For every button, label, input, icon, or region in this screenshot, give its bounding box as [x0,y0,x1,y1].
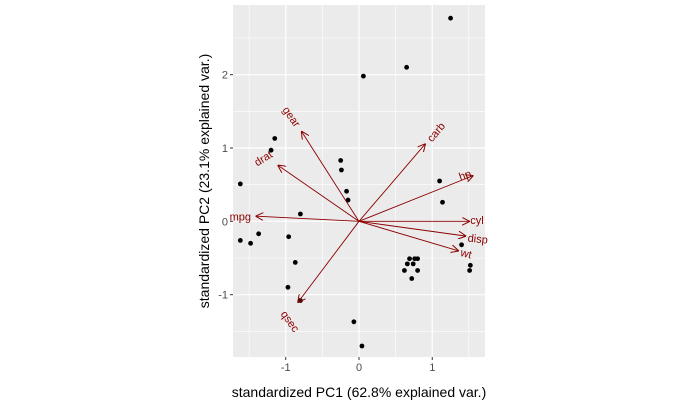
y-tick-label: 1 [222,143,228,155]
loading-arrows [256,132,472,302]
data-point [292,260,298,265]
data-point [248,240,253,246]
data-point [344,188,349,194]
data-point [448,15,453,21]
x-tick-label: 0 [356,362,362,374]
data-point [237,238,243,243]
data-point [272,136,278,141]
data-point [237,181,243,187]
loading-arrow-qsec [298,221,360,302]
data-point [285,284,291,290]
data-point [415,256,421,262]
loading-arrow-wt [358,220,458,250]
data-point [404,64,410,70]
loading-arrow-mpg [256,216,360,222]
data-point [338,158,344,163]
data-point [359,343,365,349]
data-point [339,167,344,173]
data-point [440,199,445,205]
data-point [467,262,473,268]
data-point [410,261,416,267]
data-point [286,234,292,240]
loading-arrow-hp [358,176,473,222]
y-tick-label: 0 [222,216,228,228]
x-tick-label: -1 [281,362,291,374]
data-point [351,319,357,325]
x-axis-ticks: -1 0 1 [281,357,435,374]
data-point [437,178,442,184]
data-point [467,268,473,273]
loading-label-hp: hp [457,168,473,183]
data-point [409,276,415,281]
loading-arrow-carb [358,144,425,222]
data-point [415,268,421,273]
y-axis-ticks: -1 0 1 2 [218,70,233,302]
data-point [256,231,262,237]
x-tick-label: 1 [429,362,435,374]
y-tick-label: 2 [222,70,228,82]
loading-label-cyl: cyl [470,215,483,227]
data-point [268,147,274,153]
loading-label-wt: wt [458,247,473,262]
x-axis-title: standardized PC1 (62.8% explained var.) [232,384,486,400]
y-axis-title: standardized PC2 (23.1% explained var.) [196,54,212,308]
data-point [345,197,351,203]
loading-arrow-drat [278,166,360,222]
data-point [297,211,303,217]
data-point [404,261,410,267]
data-point [402,268,407,273]
data-point [459,242,464,248]
data-point [407,256,412,262]
loading-arrow-disp [358,220,465,236]
loading-label-mpg: mpg [230,212,251,224]
loading-arrow-gear [302,132,360,222]
y-tick-label: -1 [218,290,228,302]
loading-label-disp: disp [467,233,488,247]
data-point [360,73,366,79]
